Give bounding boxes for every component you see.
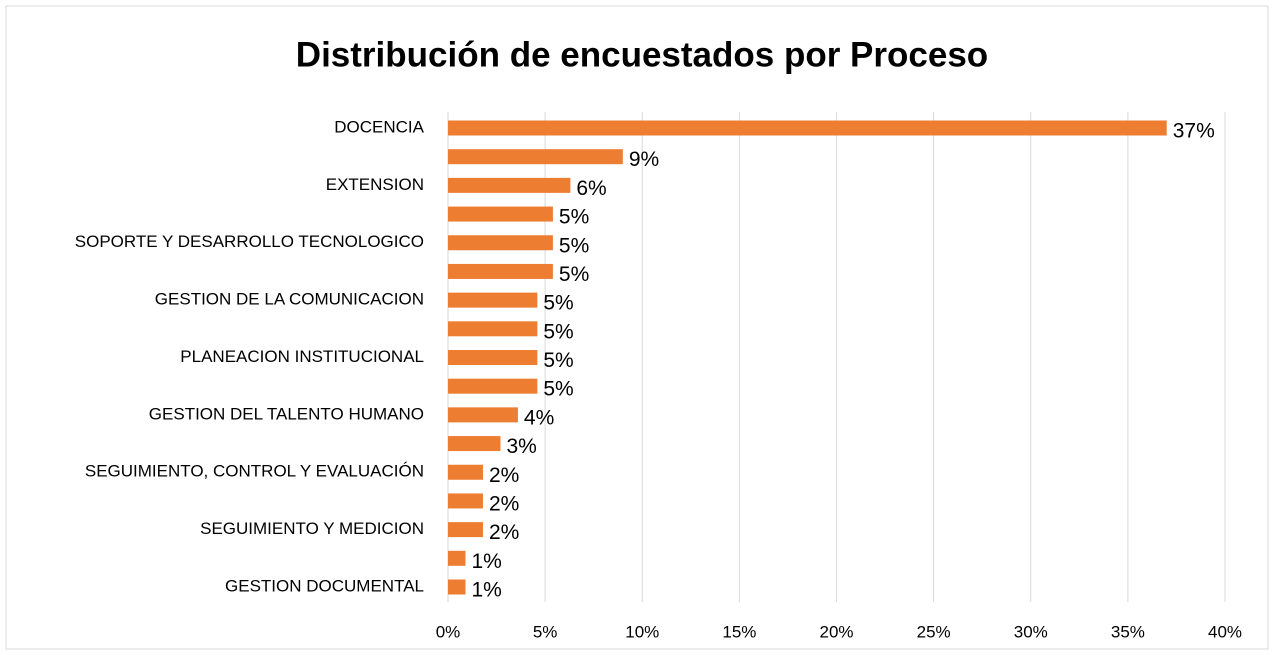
bar bbox=[448, 464, 483, 480]
bar bbox=[448, 321, 538, 337]
value-label: 6% bbox=[576, 177, 606, 200]
x-tick-label: 10% bbox=[625, 622, 659, 641]
y-tick-label: SOPORTE Y DESARROLLO TECNOLOGICO bbox=[75, 232, 424, 251]
x-tick-label: 20% bbox=[819, 622, 853, 641]
value-label: 5% bbox=[559, 206, 589, 229]
value-label: 2% bbox=[489, 492, 519, 515]
y-tick-label: PLANEACION INSTITUCIONAL bbox=[180, 347, 424, 366]
y-tick-label: SEGUIMIENTO, CONTROL Y EVALUACIÓN bbox=[85, 462, 424, 481]
value-label: 5% bbox=[559, 263, 589, 286]
bar bbox=[448, 378, 538, 394]
y-tick-label: GESTION DEL TALENTO HUMANO bbox=[149, 404, 424, 423]
bar bbox=[448, 436, 501, 452]
x-tick-label: 40% bbox=[1208, 622, 1242, 641]
y-tick-label: SEGUIMIENTO Y MEDICION bbox=[200, 519, 424, 538]
value-label: 1% bbox=[471, 550, 501, 573]
value-label: 4% bbox=[524, 406, 554, 429]
y-tick-label: EXTENSION bbox=[326, 175, 424, 194]
bar bbox=[448, 522, 483, 538]
chart-border bbox=[5, 5, 1269, 650]
value-label: 5% bbox=[543, 378, 573, 401]
x-tick-label: 30% bbox=[1014, 622, 1048, 641]
y-tick-label: DOCENCIA bbox=[334, 117, 424, 136]
bar bbox=[448, 235, 553, 251]
bar bbox=[448, 292, 538, 308]
value-label: 5% bbox=[559, 234, 589, 257]
bar bbox=[448, 149, 623, 165]
value-label: 1% bbox=[471, 579, 501, 602]
bar bbox=[448, 493, 483, 509]
value-label: 5% bbox=[543, 292, 573, 315]
value-label: 3% bbox=[506, 435, 536, 458]
bar bbox=[448, 206, 553, 222]
y-tick-label: GESTION DOCUMENTAL bbox=[225, 576, 424, 595]
bar bbox=[448, 407, 518, 423]
value-label: 2% bbox=[489, 464, 519, 487]
x-tick-label: 25% bbox=[917, 622, 951, 641]
bar bbox=[448, 579, 466, 595]
bar bbox=[448, 263, 553, 279]
value-label: 2% bbox=[489, 521, 519, 544]
value-label: 5% bbox=[543, 320, 573, 343]
x-tick-label: 5% bbox=[533, 622, 558, 641]
x-tick-label: 15% bbox=[722, 622, 756, 641]
chart-title: Distribución de encuestados por Proceso bbox=[296, 35, 988, 74]
bar bbox=[448, 120, 1167, 136]
y-tick-label: GESTION DE LA COMUNICACION bbox=[155, 290, 424, 309]
bar bbox=[448, 550, 466, 566]
bar bbox=[448, 177, 571, 193]
value-label: 9% bbox=[629, 148, 659, 171]
x-tick-label: 0% bbox=[436, 622, 461, 641]
value-label: 37% bbox=[1173, 120, 1215, 143]
value-label: 5% bbox=[543, 349, 573, 372]
x-tick-label: 35% bbox=[1111, 622, 1145, 641]
bar bbox=[448, 350, 538, 365]
